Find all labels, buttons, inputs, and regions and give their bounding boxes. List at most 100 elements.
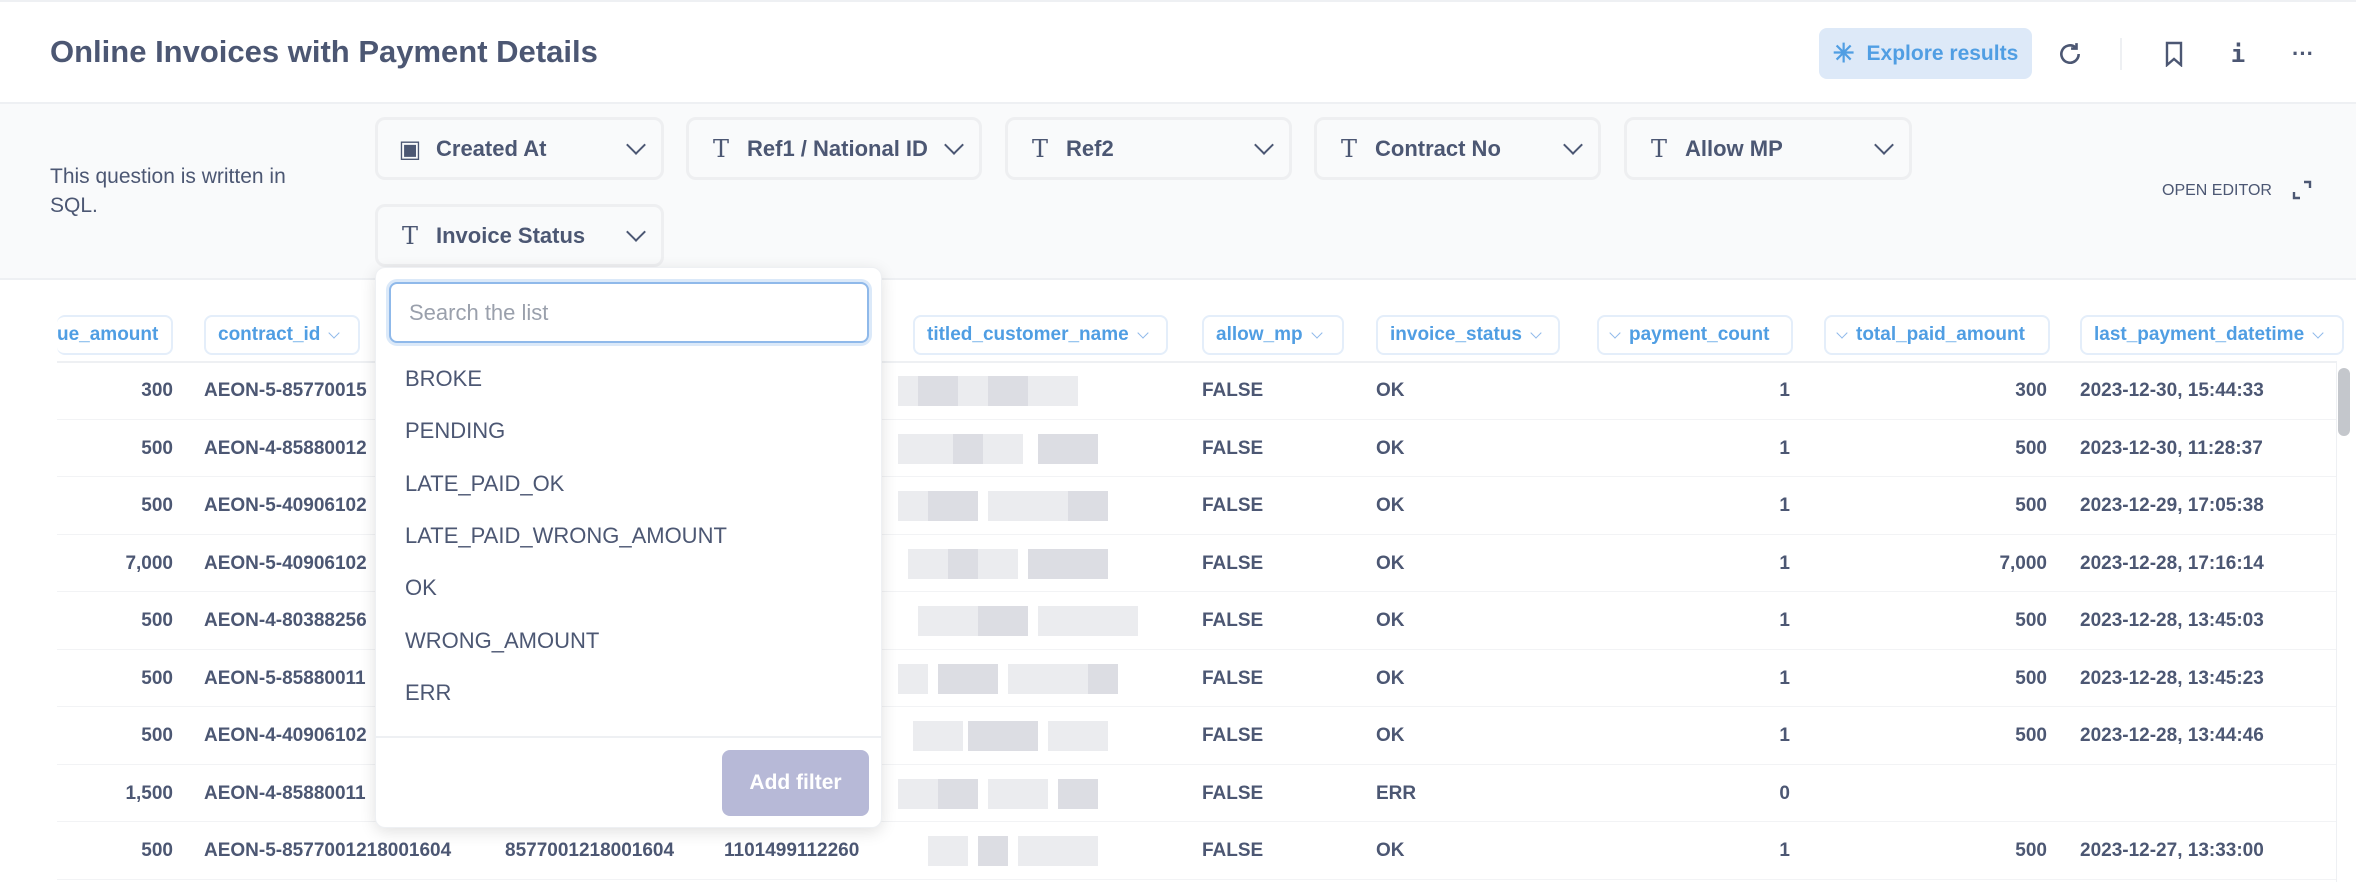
cell-allow_mp: FALSE: [1202, 610, 1264, 631]
cell-allow_mp: FALSE: [1202, 725, 1264, 746]
cell-amount: 300: [141, 380, 173, 401]
table-row[interactable]: 500 AEON-5-85880011 FALSE OK 1 500 2023-12-28,…: [57, 650, 2337, 707]
cell-allow_mp: FALSE: [1202, 840, 1264, 861]
option-err[interactable]: ERR: [405, 679, 452, 705]
filter-chip-invoice-status[interactable]: T Invoice Status: [375, 204, 664, 267]
search-list-input[interactable]: [389, 282, 869, 343]
cell-allow_mp: FALSE: [1202, 667, 1264, 689]
text-icon: T: [1650, 134, 1667, 163]
option-wrong-amount[interactable]: WRONG_AMOUNT: [405, 627, 600, 653]
cell-c3: 8577001218001604: [505, 840, 675, 861]
redaction-block: [938, 663, 998, 694]
option-pending[interactable]: PENDING: [405, 418, 506, 444]
redacted-customer-name: [898, 707, 1148, 764]
invoice-status-dropdown: BROKE PENDING LATE_PAID_OK LATE_PAID_WRONG_…: [375, 267, 882, 828]
redacted-customer-name: [898, 822, 1148, 879]
chevron-down-icon: [2312, 326, 2324, 339]
redaction-block: [908, 548, 948, 579]
column-header-label: total_paid_amount: [1856, 324, 2025, 345]
column-header-total_paid_amount[interactable]: total_paid_amount: [1824, 315, 2050, 355]
filter-chip-label: Ref2: [1066, 135, 1114, 161]
chevron-down-icon: [944, 134, 964, 155]
cell-payment_count: 0: [1779, 782, 1790, 804]
option-late-paid-wrong-amount[interactable]: LATE_PAID_WRONG_AMOUNT: [405, 522, 727, 548]
cell-contract_id: AEON-5-85770015: [204, 380, 367, 401]
column-header-label: titled_customer_name: [927, 324, 1129, 345]
open-editor-button[interactable]: OPEN EDITOR: [2162, 182, 2272, 199]
cell-amount: 500: [141, 495, 173, 516]
cell-invoice_status: OK: [1376, 380, 1405, 401]
add-filter-button[interactable]: Add filter: [722, 750, 869, 816]
table-row[interactable]: 500 AEON-4-80388256 FALSE OK 1 500 2023-12-28,…: [57, 592, 2337, 650]
filter-chip-label: Invoice Status: [436, 222, 586, 248]
refresh-icon[interactable]: [2050, 32, 2090, 76]
column-header-invoice_status[interactable]: invoice_status: [1376, 315, 1560, 355]
redaction-block: [1008, 663, 1088, 694]
table-row[interactable]: 500 AEON-5-40906102 FALSE OK 1 500 2023-12-29,…: [57, 477, 2337, 535]
column-header-allow_mp[interactable]: allow_mp: [1202, 315, 1344, 355]
column-header-payment_count[interactable]: payment_count: [1597, 315, 1793, 355]
cell-invoice_status: OK: [1376, 437, 1405, 459]
cell-allow_mp: FALSE: [1202, 437, 1264, 459]
cell-amount: 500: [141, 437, 173, 459]
table-row[interactable]: 500 AEON-5-8577001218001604 85770012180016…: [57, 822, 2337, 880]
more-icon[interactable]: ···: [2292, 41, 2314, 66]
chevron-down-icon: [1836, 326, 1848, 339]
table-row[interactable]: 300 AEON-5-85770015 FALSE OK 1 300 2023-12-30,…: [57, 362, 2337, 420]
cell-contract_id: AEON-4-85880012: [204, 437, 367, 459]
redaction-block: [1048, 721, 1108, 751]
table-row[interactable]: 500 AEON-4-40906102 FALSE OK 1 500 2023-12-28,…: [57, 707, 2337, 765]
filter-chip-ref1-national-id[interactable]: T Ref1 / National ID: [686, 117, 982, 180]
cell-invoice_status: OK: [1376, 552, 1405, 574]
redaction-block: [898, 778, 938, 809]
option-broke[interactable]: BROKE: [405, 366, 483, 391]
column-header-titled_customer_name[interactable]: titled_customer_name: [913, 315, 1168, 355]
column-header-label: ue_amount: [57, 324, 159, 345]
explore-results-button[interactable]: ✳ Explore results: [1819, 28, 2032, 79]
filter-chip-allow-mp[interactable]: T Allow MP: [1624, 117, 1912, 180]
redacted-customer-name: [898, 477, 1148, 534]
filter-chip-created-at[interactable]: ▣ Created At: [375, 117, 664, 180]
cell-last_payment_datetime: 2023-12-30, 15:44:33: [2080, 380, 2264, 401]
cell-contract_id: AEON-4-85880011: [204, 782, 366, 804]
cell-last_payment_datetime: 2023-12-29, 17:05:38: [2080, 495, 2264, 516]
cell-last_payment_datetime: 2023-12-28, 17:16:14: [2080, 552, 2264, 574]
filter-chip-label: Created At: [436, 135, 547, 161]
table-row[interactable]: 1,500 AEON-4-85880011 FALSE ERR 0: [57, 765, 2340, 822]
option-late-paid-ok[interactable]: LATE_PAID_OK: [405, 470, 565, 496]
chevron-down-icon: [626, 134, 646, 155]
bookmark-icon[interactable]: [2154, 32, 2194, 76]
cell-payment_count: 1: [1779, 495, 1790, 516]
text-icon: T: [712, 134, 729, 163]
table-row[interactable]: 500 AEON-4-85880012 FALSE OK 1 500 2023-12-30,…: [57, 420, 2337, 477]
redaction-block: [978, 836, 1008, 866]
filter-chip-label: Contract No: [1375, 135, 1501, 161]
column-header-ue_amount[interactable]: ue_amount: [57, 315, 173, 355]
divider: [2120, 38, 2122, 70]
table-row[interactable]: 7,000 AEON-5-40906102 FALSE OK 1 7,000 2023-12…: [57, 535, 2337, 592]
redaction-block: [968, 721, 1038, 751]
redaction-block: [1018, 836, 1098, 866]
cell-contract_id: AEON-5-40906102: [204, 552, 367, 574]
column-header-last_payment_datetime[interactable]: last_payment_datetime: [2080, 315, 2344, 355]
cell-last_payment_datetime: [2080, 765, 2340, 822]
redacted-customer-name: [898, 650, 1148, 707]
filter-chip-contract-no[interactable]: T Contract No: [1314, 117, 1601, 180]
column-header-contract_id[interactable]: contract_id: [204, 315, 360, 355]
expand-icon[interactable]: [2292, 180, 2312, 200]
redaction-block: [988, 491, 1068, 521]
cell-contract_id: AEON-4-40906102: [204, 725, 367, 746]
cell-allow_mp: FALSE: [1202, 782, 1264, 804]
option-ok[interactable]: OK: [405, 575, 437, 601]
redacted-customer-name: [898, 420, 1148, 477]
vertical-scrollbar[interactable]: [2338, 368, 2350, 436]
cell-contract_id: AEON-4-80388256: [204, 610, 367, 631]
filter-chip-ref2[interactable]: T Ref2: [1005, 117, 1292, 180]
dropdown-divider: [376, 736, 881, 738]
redacted-customer-name: [898, 362, 1148, 419]
cell-allow_mp: FALSE: [1202, 495, 1264, 516]
cell-allow_mp: FALSE: [1202, 552, 1264, 574]
redaction-block: [1038, 433, 1098, 464]
chevron-down-icon: [328, 326, 341, 339]
info-icon[interactable]: i: [2230, 40, 2246, 68]
